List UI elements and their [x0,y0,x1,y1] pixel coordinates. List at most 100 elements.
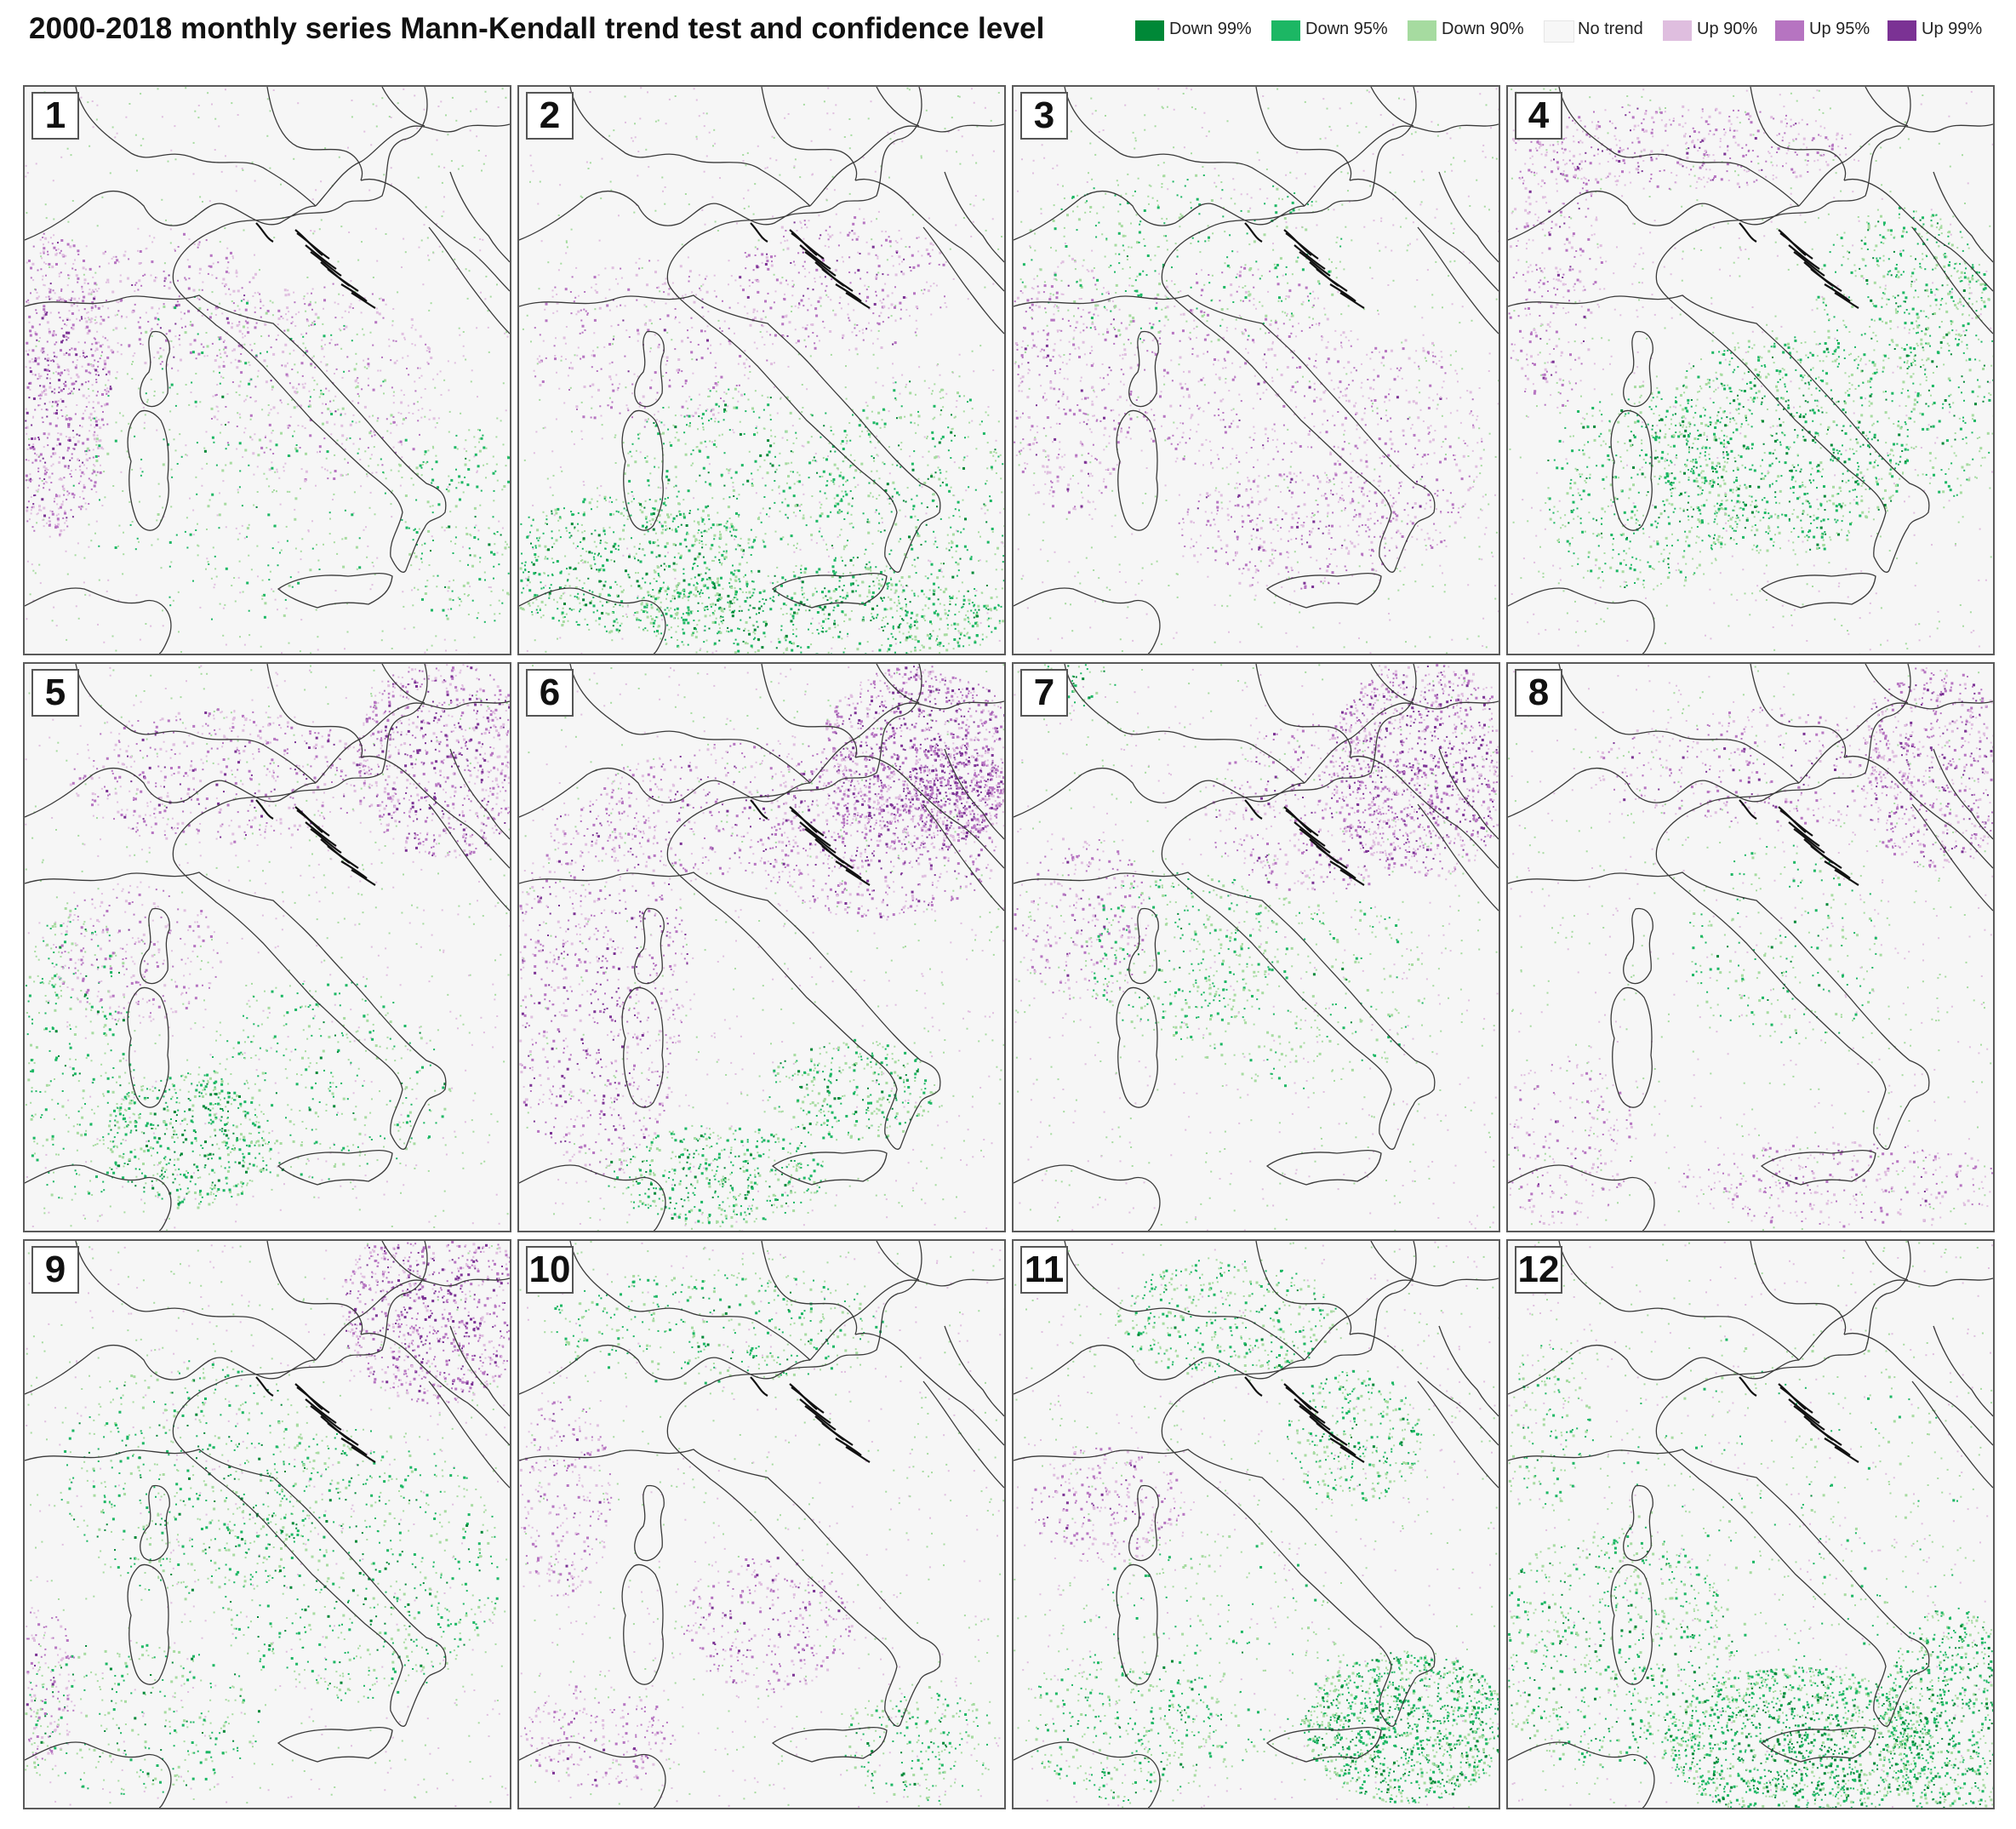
trend-pixel [211,436,214,439]
trend-pixel [529,154,532,157]
trend-pixel [825,595,827,597]
trend-pixel [905,515,907,517]
trend-pixel [101,344,104,346]
trend-pixel [781,437,784,439]
trend-pixel [808,628,809,631]
trend-pixel [350,280,352,283]
trend-pixel [277,541,280,544]
trend-pixel [263,451,266,454]
trend-pixel [134,134,137,136]
trend-pixel [85,268,87,271]
trend-pixel [247,327,249,329]
trend-pixel [301,383,304,386]
trend-pixel [623,514,625,517]
trend-pixel [85,245,88,248]
trend-pixel [311,322,314,324]
trend-pixel [835,600,837,603]
trend-pixel [226,355,228,357]
trend-pixel [385,233,387,235]
trend-pixel [43,478,46,480]
trend-pixel [186,517,188,519]
trend-pixel [458,475,461,478]
trend-pixel [71,430,74,432]
trend-pixel [108,373,111,375]
trend-pixel [894,637,897,640]
trend-pixel [26,506,29,509]
trend-pixel [209,265,213,268]
trend-pixel [307,529,310,531]
trend-pixel [214,314,217,316]
trend-pixel [38,454,41,457]
trend-pixel [974,594,977,597]
trend-pixel [46,481,49,483]
trend-pixel [35,309,37,312]
trend-pixel [560,595,563,597]
trend-pixel [56,517,60,521]
trend-pixel [911,544,913,546]
trend-pixel [682,589,685,592]
trend-pixel [617,511,620,513]
trend-pixel [37,471,40,472]
trend-pixel [289,576,292,579]
trend-pixel [957,129,960,131]
trend-pixel [431,478,435,482]
trend-pixel [254,400,256,403]
trend-pixel [57,248,60,250]
trend-pixel [214,307,218,311]
trend-pixel [693,497,695,500]
trend-pixel [207,272,209,275]
trend-pixel [58,478,60,481]
trend-pixel [874,511,877,513]
legend-label: Down 99% [1169,20,1252,39]
trend-pixel [843,136,846,138]
trend-pixel [867,494,871,498]
trend-pixel [920,544,922,546]
trend-pixel [256,491,259,493]
trend-pixel [299,650,301,653]
trend-pixel [493,577,494,580]
trend-pixel [822,631,825,633]
trend-pixel [217,336,220,339]
trend-pixel [74,259,76,261]
trend-pixel [87,311,89,313]
trend-pixel [847,511,849,513]
trend-pixel [759,331,762,333]
trend-pixel [877,210,880,213]
trend-pixel [798,604,801,607]
trend-pixel [264,602,267,605]
trend-pixel [688,593,691,596]
trend-pixel [660,432,662,435]
trend-pixel [920,88,922,90]
trend-pixel [899,580,901,582]
trend-pixel [655,556,658,558]
trend-pixel [754,183,757,186]
trend-pixel [782,652,785,654]
trend-pixel [780,397,782,399]
trend-pixel [802,593,803,596]
trend-pixel [284,598,287,601]
trend-pixel [630,514,632,517]
trend-pixel [925,523,928,526]
trend-pixel [48,241,49,243]
trend-pixel [909,601,911,603]
trend-pixel [488,586,490,588]
trend-pixel [798,418,801,420]
trend-pixel [183,232,186,236]
trend-pixel [700,517,703,519]
trend-pixel [51,405,54,408]
trend-pixel [240,353,243,355]
trend-pixel [793,574,797,578]
trend-pixel [76,404,78,406]
trend-pixel [900,405,903,408]
trend-pixel [537,605,540,608]
trend-pixel [936,643,939,646]
trend-pixel [622,442,625,444]
trend-pixel [976,125,979,128]
trend-pixel [894,381,897,384]
trend-pixel [499,613,501,614]
trend-pixel [968,620,970,623]
trend-pixel [358,299,361,301]
trend-pixel [786,647,788,649]
trend-pixel [751,624,754,626]
trend-pixel [868,589,871,592]
